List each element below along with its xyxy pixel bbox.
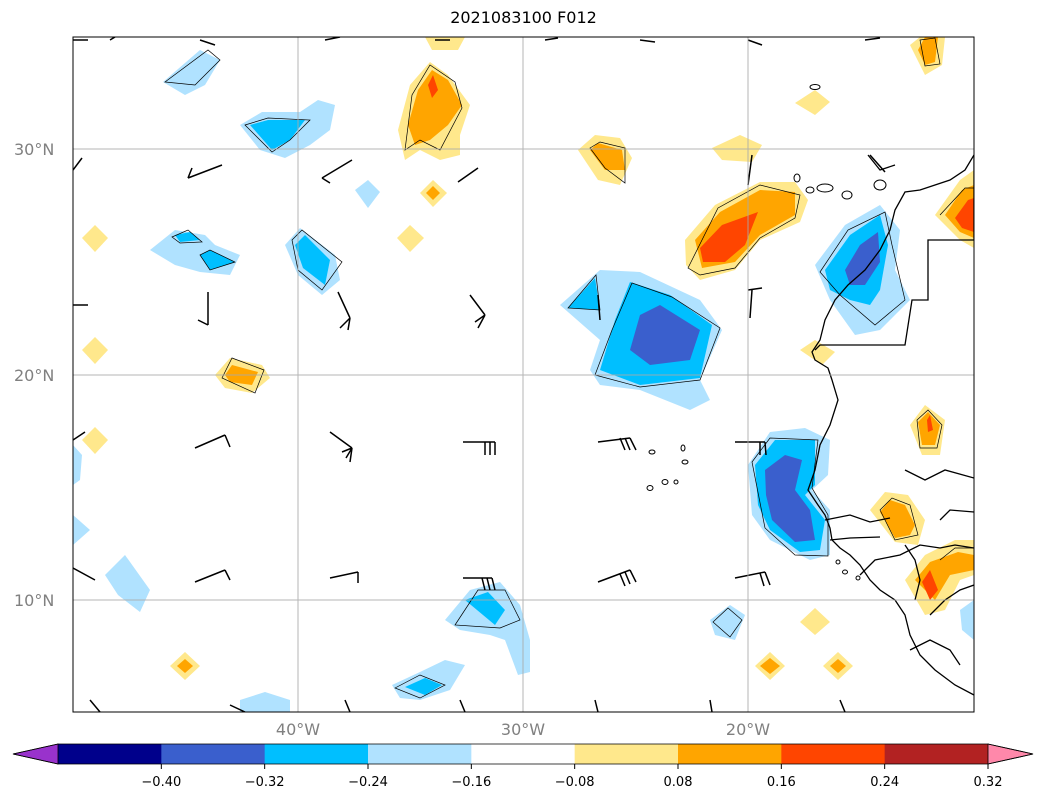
- negative-patch: [200, 250, 235, 270]
- positive-patch: [426, 186, 440, 200]
- colorbar-segments: [58, 744, 989, 764]
- negative-patch: [630, 305, 700, 365]
- positive-patch: [800, 608, 830, 635]
- positive-patch: [82, 225, 108, 252]
- negative-patch: [73, 515, 90, 545]
- lat-label-10n: 10°N: [14, 591, 54, 610]
- colorbar-segment: [574, 744, 679, 764]
- colorbar-tick-label: 0.16: [767, 775, 796, 790]
- positive-patch: [918, 37, 938, 65]
- positive-patch: [800, 340, 835, 365]
- positive-patch: [428, 75, 438, 98]
- positive-patch: [922, 570, 938, 600]
- colorbar-tick-label: −0.40: [141, 775, 181, 790]
- colorbar-tick-label: 0.08: [664, 775, 693, 790]
- positive-patch: [82, 337, 108, 364]
- negative-patch: [163, 50, 220, 95]
- negative-patch: [405, 678, 442, 695]
- positive-patch: [795, 90, 830, 115]
- lon-label-30w: 30°W: [501, 720, 545, 739]
- negative-patch: [355, 180, 380, 208]
- contour-lines: [164, 37, 974, 699]
- colorbar-tick-label: −0.24: [348, 775, 388, 790]
- map-title: 2021083100 F012: [450, 8, 597, 27]
- negative-patch: [295, 235, 330, 285]
- colorbar-segment: [471, 744, 576, 764]
- negative-patch: [568, 278, 600, 310]
- negative-patch: [240, 692, 290, 712]
- colorbar-extend-left: [12, 743, 59, 765]
- colorbar-segment: [781, 744, 886, 764]
- coastlines: [807, 154, 974, 696]
- lat-label-20n: 20°N: [14, 366, 54, 385]
- colorbar-segment: [884, 744, 989, 764]
- lat-label-30n: 30°N: [14, 140, 54, 159]
- lon-label-40w: 40°W: [276, 720, 320, 739]
- negative-patch: [845, 232, 880, 285]
- positive-patch: [830, 659, 846, 673]
- negative-patch: [73, 445, 82, 485]
- latitude-labels: 30°N 20°N 10°N: [14, 140, 54, 610]
- negative-patch: [175, 232, 200, 242]
- colorbar-tick-label: −0.32: [245, 775, 285, 790]
- positive-patch: [425, 37, 465, 50]
- colorbar-segment: [58, 744, 162, 764]
- gridlines: [73, 37, 974, 712]
- colorbar-tick-label: −0.08: [555, 775, 595, 790]
- colorbar-ticks: −0.40 −0.32 −0.24 −0.16 −0.08 0.08 0.16 0.24 0.3…: [141, 764, 1003, 790]
- colorbar-segment: [264, 744, 369, 764]
- positive-patch: [408, 70, 462, 145]
- positive-patch: [927, 415, 933, 432]
- positive-patch: [177, 659, 193, 673]
- longitude-labels: 40°W 30°W 20°W: [276, 720, 770, 739]
- negative-patch: [445, 582, 530, 675]
- map-frame: [72, 36, 975, 713]
- colorbar-segment: [678, 744, 782, 764]
- lon-label-20w: 20°W: [726, 720, 770, 739]
- negative-patch: [250, 120, 305, 150]
- colorbar-tick-label: 0.24: [870, 775, 899, 790]
- colorbar-tick-label: 0.32: [974, 775, 1003, 790]
- colorbar-tick-label: −0.16: [451, 775, 491, 790]
- positive-patch: [82, 427, 108, 454]
- colorbar-segment: [368, 744, 472, 764]
- negative-patch: [710, 605, 745, 640]
- positive-patch: [700, 212, 758, 262]
- map-area: [73, 37, 974, 712]
- positive-patch: [397, 225, 424, 252]
- negative-patch: [765, 455, 815, 542]
- positive-patch: [880, 500, 915, 538]
- positive-patch: [590, 143, 625, 170]
- negative-patch: [960, 600, 974, 640]
- colorbar-extend-right: [987, 743, 1034, 765]
- colorbar-segment: [161, 744, 266, 764]
- negative-patch: [105, 555, 150, 612]
- colorbar: −0.40 −0.32 −0.24 −0.16 −0.08 0.08 0.16 0.24 0.3…: [12, 743, 1034, 790]
- positive-patch: [760, 658, 780, 674]
- islands: [646, 84, 887, 581]
- positive-patch: [955, 198, 974, 232]
